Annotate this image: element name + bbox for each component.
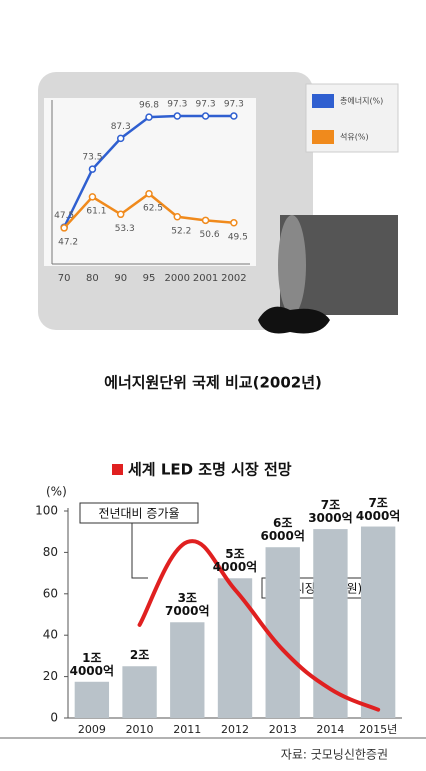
bar: [360, 526, 396, 718]
data-label: 7조 4000억: [355, 495, 401, 523]
x-tick-label: 2014: [316, 723, 344, 736]
y-tick-label: 20: [43, 669, 58, 683]
y-axis-label: (%): [46, 485, 67, 499]
data-label: 97.3: [167, 100, 187, 110]
x-tick-label: 2012: [221, 723, 249, 736]
source: 자료: 굿모닝신한증권: [281, 748, 388, 762]
bar: [170, 622, 205, 718]
bar: [313, 529, 348, 718]
point: [88, 193, 97, 201]
x-tick-label: 2009: [78, 723, 106, 736]
y-tick-label: 60: [43, 586, 58, 600]
data-label: 73.5: [82, 153, 102, 163]
point: [201, 216, 210, 225]
x-tick-label: 70: [58, 273, 71, 284]
callout-box: [79, 502, 199, 524]
point: [145, 190, 153, 198]
legend-label: 석유(%): [340, 132, 369, 142]
point: [88, 165, 97, 173]
point: [230, 112, 238, 120]
callout-leader: [131, 522, 148, 579]
plot-panel: [44, 98, 256, 266]
x-tick-label: 2002: [221, 273, 246, 284]
x-tick-label: 2001: [193, 273, 218, 284]
bar: [74, 681, 110, 718]
data-label: 50.6: [200, 230, 220, 240]
x-tick-label: 80: [86, 273, 99, 284]
data-label: 87.3: [111, 122, 131, 132]
point: [201, 112, 210, 120]
data-label: 97.3: [196, 100, 216, 110]
barrel-top: [278, 215, 306, 315]
data-label: 47.5: [54, 211, 74, 221]
data-label: 3조 7000억: [165, 591, 210, 619]
data-label: 49.5: [228, 232, 248, 242]
x-tick-label: 2015년: [359, 723, 397, 736]
point: [116, 210, 125, 219]
y-tick-label: 80: [43, 545, 58, 559]
x-tick-label: 2013: [269, 723, 297, 736]
point: [173, 112, 182, 120]
bar: [122, 666, 157, 718]
y-tick-label: 0: [50, 711, 58, 725]
point: [116, 134, 125, 143]
data-label: 47.2: [58, 237, 78, 247]
y-tick-label: 100: [35, 504, 58, 518]
data-label: 5조 4000억: [212, 547, 258, 575]
x-tick-label: 95: [143, 273, 156, 284]
bar: [217, 578, 253, 718]
x-tick-label: 90: [114, 273, 127, 284]
point: [60, 224, 68, 232]
point: [145, 113, 153, 121]
title-marker: [112, 464, 123, 475]
bar: [265, 547, 300, 718]
data-label: 6조 6000억: [260, 516, 305, 544]
x-tick-label: 2011: [173, 723, 201, 736]
chart-title: 세계 LED 조명 시장 전망: [128, 461, 292, 479]
data-label: 2조: [129, 648, 150, 663]
point: [173, 213, 182, 221]
legend-swatch: [312, 130, 334, 144]
data-label: 52.2: [171, 226, 191, 236]
legend-label: 총에너지(%): [340, 96, 383, 106]
oil-puddle: [258, 306, 330, 334]
legend-label: 전년대비 증가율: [98, 507, 179, 521]
backdrop: [38, 72, 399, 334]
data-label: 62.5: [143, 203, 163, 213]
data-label: 1조 4000억: [69, 650, 115, 678]
legend-swatch: [312, 94, 334, 108]
chart-title: 에너지원단위 국제 비교(2002년): [104, 374, 322, 392]
data-label: 97.3: [224, 100, 244, 110]
data-label: 96.8: [139, 101, 159, 111]
x-tick-label: 2010: [126, 723, 154, 736]
data-label: 53.3: [115, 224, 135, 234]
data-label: 61.1: [86, 206, 106, 216]
y-tick-label: 40: [43, 628, 58, 642]
line: [137, 539, 381, 712]
point: [230, 219, 238, 227]
x-tick-label: 2000: [165, 273, 190, 284]
data-label: 7조 3000억: [308, 498, 353, 526]
